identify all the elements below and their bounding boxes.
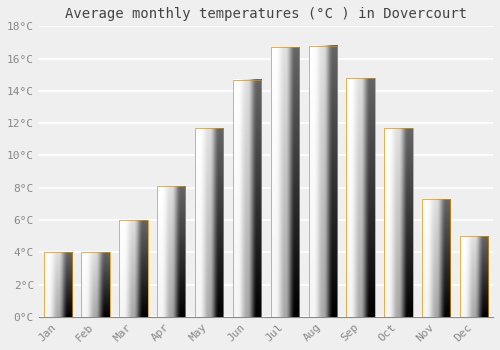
Bar xyxy=(82,252,110,317)
Bar xyxy=(157,186,186,317)
Bar xyxy=(346,78,375,317)
Bar xyxy=(384,128,412,317)
Bar xyxy=(422,199,450,317)
Bar xyxy=(308,46,337,317)
Bar xyxy=(270,47,299,317)
Bar xyxy=(195,128,224,317)
Title: Average monthly temperatures (°C ) in Dovercourt: Average monthly temperatures (°C ) in Do… xyxy=(65,7,467,21)
Bar xyxy=(44,252,72,317)
Bar xyxy=(119,220,148,317)
Bar xyxy=(460,236,488,317)
Bar xyxy=(233,79,261,317)
